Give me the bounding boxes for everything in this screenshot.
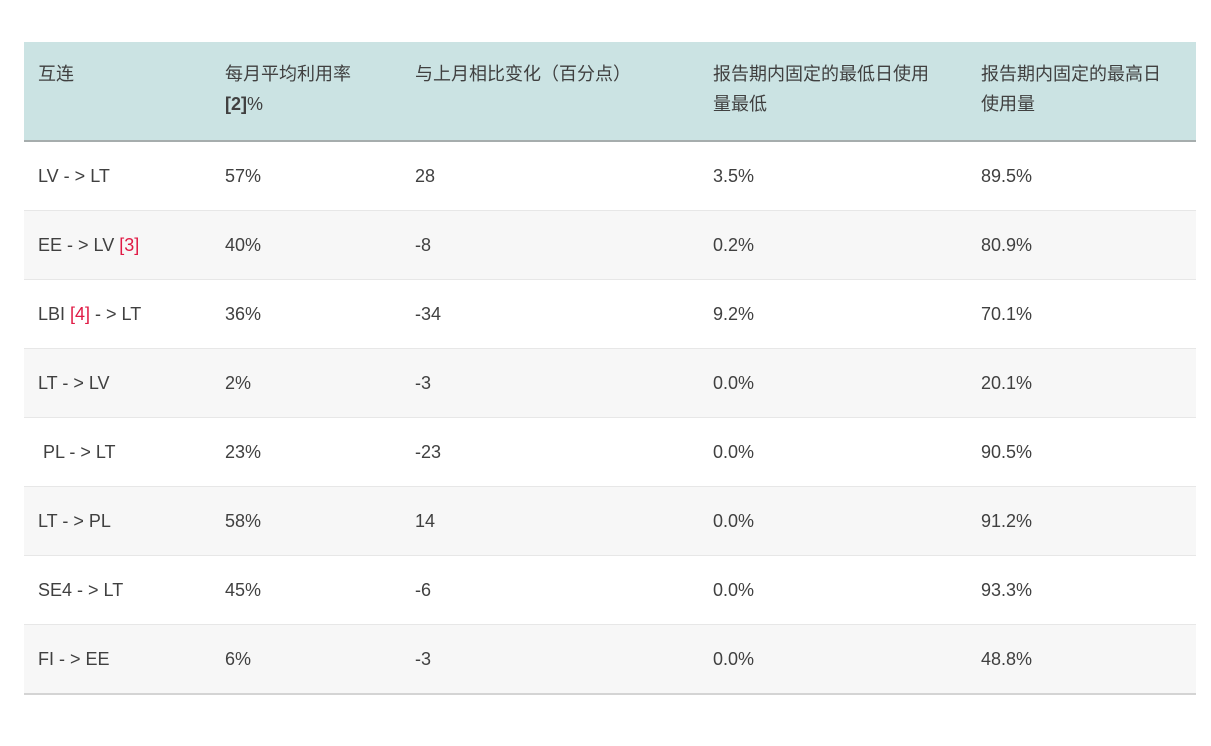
interconnection-utilization-section: 互连 每月平均利用率 [2]% 与上月相比变化（百分点） 报告期内固定的最低日使用 量最低… xyxy=(24,42,1196,695)
interconnection-label: PL - > LT xyxy=(38,441,116,462)
table-row: SE4 - > LT 45% -6 0.0% 93.3% xyxy=(24,555,1196,625)
max-daily-usage-cell: 89.5% xyxy=(967,140,1196,211)
change-vs-prev-month-cell: -23 xyxy=(401,417,699,487)
monthly-avg-utilization-cell: 40% xyxy=(211,210,401,280)
table-row: FI - > EE 6% -3 0.0% 48.8% xyxy=(24,624,1196,694)
footnote-ref[interactable]: [4] xyxy=(70,303,91,324)
max-daily-usage-cell: 80.9% xyxy=(967,210,1196,280)
min-daily-usage-cell: 0.0% xyxy=(699,348,967,418)
interconnection-cell: FI - > EE xyxy=(24,624,211,694)
min-daily-usage-cell: 0.0% xyxy=(699,555,967,625)
table-row: LBI [4] - > LT 36% -34 9.2% 70.1% xyxy=(24,279,1196,349)
monthly-avg-utilization-cell: 58% xyxy=(211,486,401,556)
change-vs-prev-month-cell: -6 xyxy=(401,555,699,625)
column-header-interconnection: 互连 xyxy=(24,42,211,142)
table-row: PL - > LT 23% -23 0.0% 90.5% xyxy=(24,417,1196,487)
interconnection-label: EE - > LV xyxy=(38,234,120,255)
header-footnote-marker: [2] xyxy=(225,94,247,114)
interconnection-cell: LBI [4] - > LT xyxy=(24,279,211,349)
monthly-avg-utilization-cell: 57% xyxy=(211,140,401,211)
change-vs-prev-month-cell: 28 xyxy=(401,140,699,211)
max-daily-usage-cell: 91.2% xyxy=(967,486,1196,556)
min-daily-usage-cell: 0.0% xyxy=(699,486,967,556)
min-daily-usage-cell: 3.5% xyxy=(699,140,967,211)
monthly-avg-utilization-cell: 45% xyxy=(211,555,401,625)
interconnection-label: LT - > LV xyxy=(38,372,110,393)
table-row: LT - > LV 2% -3 0.0% 20.1% xyxy=(24,348,1196,418)
table-body: LV - > LT 57% 28 3.5% 89.5% EE - > LV [3] 40% -… xyxy=(24,140,1196,694)
interconnection-label: - > LT xyxy=(90,303,142,324)
max-daily-usage-cell: 70.1% xyxy=(967,279,1196,349)
interconnection-cell: LT - > PL xyxy=(24,486,211,556)
interconnection-cell: PL - > LT xyxy=(24,417,211,487)
monthly-avg-utilization-cell: 2% xyxy=(211,348,401,418)
monthly-avg-utilization-cell: 23% xyxy=(211,417,401,487)
interconnection-label: SE4 - > LT xyxy=(38,579,124,600)
column-header-monthly-avg-utilization: 每月平均利用率 [2]% xyxy=(211,42,401,142)
table-row: EE - > LV [3] 40% -8 0.2% 80.9% xyxy=(24,210,1196,280)
interconnection-cell: LT - > LV xyxy=(24,348,211,418)
table-row: LT - > PL 58% 14 0.0% 91.2% xyxy=(24,486,1196,556)
interconnection-cell: SE4 - > LT xyxy=(24,555,211,625)
monthly-avg-utilization-cell: 36% xyxy=(211,279,401,349)
min-daily-usage-cell: 0.2% xyxy=(699,210,967,280)
column-header-change-vs-prev-month: 与上月相比变化（百分点） xyxy=(401,42,699,142)
change-vs-prev-month-cell: -3 xyxy=(401,624,699,694)
min-daily-usage-cell: 0.0% xyxy=(699,417,967,487)
footnote-ref[interactable]: [3] xyxy=(119,234,140,255)
column-header-max-daily-usage: 报告期内固定的最高日 使用量 xyxy=(967,42,1196,142)
interconnection-utilization-table: 互连 每月平均利用率 [2]% 与上月相比变化（百分点） 报告期内固定的最低日使用 量最低… xyxy=(24,42,1196,695)
change-vs-prev-month-cell: -8 xyxy=(401,210,699,280)
interconnection-label: FI - > EE xyxy=(38,648,110,669)
table-header: 互连 每月平均利用率 [2]% 与上月相比变化（百分点） 报告期内固定的最低日使用 量最低… xyxy=(24,42,1196,142)
interconnection-label: LT - > PL xyxy=(38,510,111,531)
change-vs-prev-month-cell: -34 xyxy=(401,279,699,349)
table-row: LV - > LT 57% 28 3.5% 89.5% xyxy=(24,140,1196,211)
column-header-min-daily-usage: 报告期内固定的最低日使用 量最低 xyxy=(699,42,967,142)
interconnection-label: LV - > LT xyxy=(38,165,110,186)
min-daily-usage-cell: 9.2% xyxy=(699,279,967,349)
interconnection-cell: LV - > LT xyxy=(24,140,211,211)
header-row: 互连 每月平均利用率 [2]% 与上月相比变化（百分点） 报告期内固定的最低日使用 量最低… xyxy=(24,42,1196,142)
interconnection-label: LBI xyxy=(38,303,71,324)
max-daily-usage-cell: 20.1% xyxy=(967,348,1196,418)
max-daily-usage-cell: 90.5% xyxy=(967,417,1196,487)
max-daily-usage-cell: 93.3% xyxy=(967,555,1196,625)
monthly-avg-utilization-cell: 6% xyxy=(211,624,401,694)
min-daily-usage-cell: 0.0% xyxy=(699,624,967,694)
max-daily-usage-cell: 48.8% xyxy=(967,624,1196,694)
change-vs-prev-month-cell: 14 xyxy=(401,486,699,556)
change-vs-prev-month-cell: -3 xyxy=(401,348,699,418)
interconnection-cell: EE - > LV [3] xyxy=(24,210,211,280)
